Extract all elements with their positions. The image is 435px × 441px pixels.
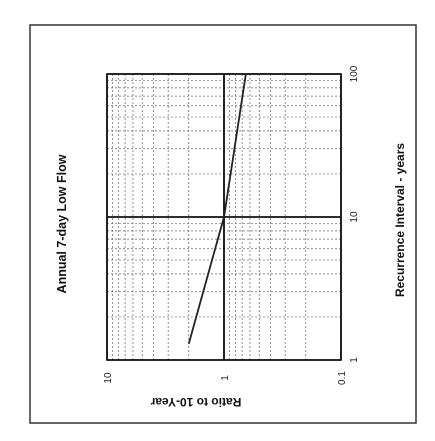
- series-layer: [187, 73, 247, 344]
- series-line: [187, 73, 247, 344]
- page-border: [29, 24, 417, 424]
- y-tick-label: 0.1: [337, 371, 348, 385]
- y-tick-label: 10: [103, 372, 114, 384]
- x-tick-label: 10: [349, 211, 360, 223]
- x-tick-label: 100: [349, 65, 360, 82]
- y-tick-label: 1: [220, 375, 231, 381]
- plot-frame: [106, 73, 342, 361]
- x-axis-title: Recurrence Interval - years: [393, 143, 407, 297]
- x-tick-label: 1: [349, 357, 360, 363]
- chart-title: Annual 7-day Low Flow: [55, 154, 69, 293]
- y-axis-title: Ratio to 10-Year: [150, 395, 241, 409]
- tick-labels: 1 10 100 10 1 0.1: [103, 65, 360, 385]
